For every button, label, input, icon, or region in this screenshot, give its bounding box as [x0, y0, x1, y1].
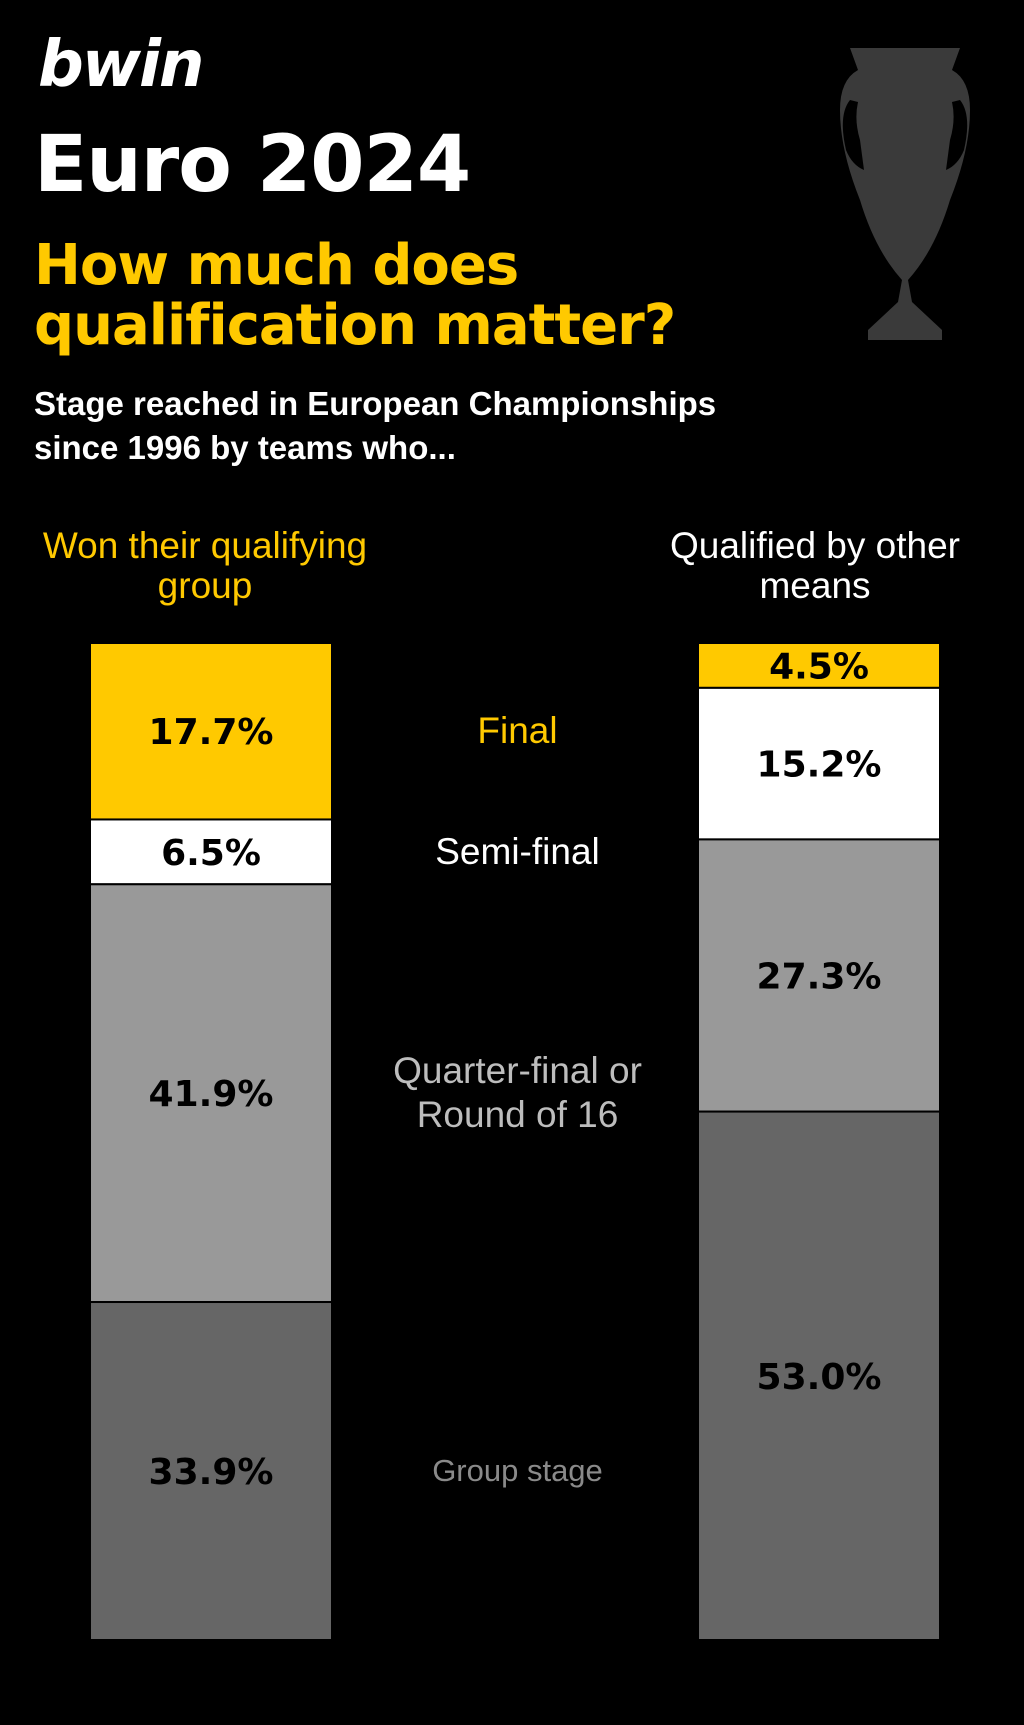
- data-label-other-means-group-stage: 53.0%: [757, 1357, 882, 1398]
- bar-segment-other-means-final: [697, 642, 941, 689]
- column-header-won-group: Won their qualifying group: [42, 525, 368, 606]
- stage-label-semi-final: Semi-final: [435, 830, 600, 872]
- brand-logo: bwin: [38, 28, 204, 102]
- stage-label-quarter-final: Quarter-final or Round of 16: [393, 1050, 642, 1136]
- stage-label-group-stage: Group stage: [432, 1453, 603, 1488]
- data-label-other-means-final: 4.5%: [769, 646, 869, 687]
- trophy-icon: [840, 48, 970, 340]
- bar-segment-won-group-semi-final: [89, 818, 333, 886]
- data-label-won-group-semi-final: 6.5%: [161, 833, 261, 874]
- page-subtitle: How much does qualification matter?: [34, 233, 676, 358]
- bar-segment-other-means-group-stage: [697, 1110, 941, 1641]
- bar-segment-won-group-final: [89, 642, 333, 821]
- column-header-other-means: Qualified by other means: [669, 525, 960, 606]
- page-title: Euro 2024: [34, 120, 471, 210]
- data-label-other-means-quarter-final: 27.3%: [757, 956, 882, 997]
- bar-segment-other-means-semi-final: [697, 686, 941, 841]
- bar-segment-won-group-quarter-final: [89, 883, 333, 1304]
- stage-label-final: Final: [477, 710, 558, 752]
- chart-description: Stage reached in European Championships …: [34, 385, 717, 466]
- bar-segment-won-group-group-stage: [89, 1301, 333, 1641]
- data-label-won-group-group-stage: 33.9%: [149, 1452, 274, 1493]
- data-label-other-means-semi-final: 15.2%: [757, 745, 882, 786]
- data-label-won-group-quarter-final: 41.9%: [149, 1074, 274, 1115]
- data-label-won-group-final: 17.7%: [149, 712, 274, 753]
- bar-segment-other-means-quarter-final: [697, 838, 941, 1113]
